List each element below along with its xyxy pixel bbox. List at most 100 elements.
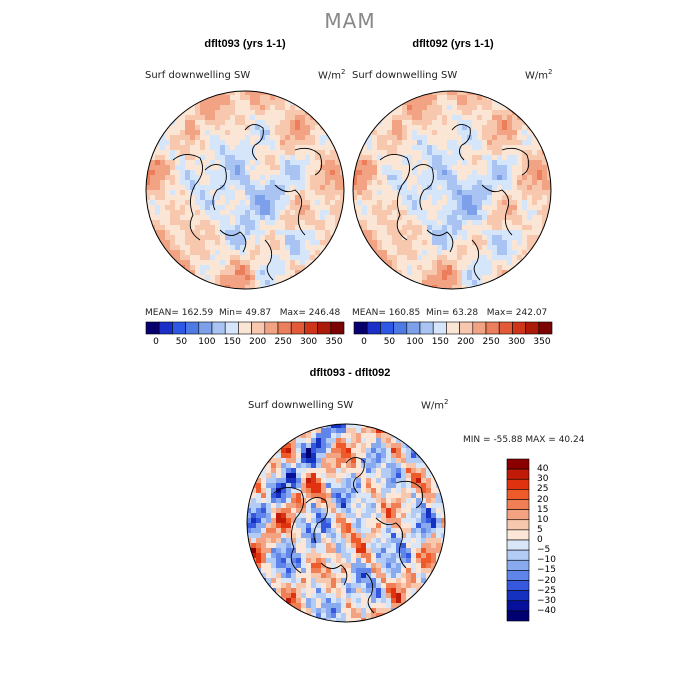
map-cell bbox=[372, 165, 378, 171]
map-cell bbox=[301, 513, 307, 519]
map-cell bbox=[406, 508, 412, 514]
map-cell bbox=[356, 458, 362, 464]
map-cell bbox=[205, 180, 211, 186]
map-cell bbox=[210, 140, 216, 146]
map-cell bbox=[265, 155, 271, 161]
map-cell bbox=[447, 195, 453, 201]
map-cell bbox=[421, 568, 427, 574]
map-cell bbox=[321, 533, 327, 539]
map-cell bbox=[150, 220, 156, 226]
map-cell bbox=[215, 210, 221, 216]
map-cell bbox=[300, 250, 306, 256]
map-cell bbox=[391, 513, 397, 519]
map-cell bbox=[301, 518, 307, 524]
map-cell bbox=[457, 215, 463, 221]
map-cell bbox=[170, 150, 176, 156]
map-cell bbox=[487, 155, 493, 161]
map-cell bbox=[155, 130, 161, 136]
map-cell bbox=[271, 543, 277, 549]
map-cell bbox=[477, 240, 483, 246]
map-cell bbox=[315, 175, 321, 181]
map-cell bbox=[286, 573, 292, 579]
map-cell bbox=[452, 140, 458, 146]
map-cell bbox=[250, 120, 256, 126]
map-cell bbox=[527, 210, 533, 216]
map-cell bbox=[457, 200, 463, 206]
map-cell bbox=[265, 230, 271, 236]
map-cell bbox=[457, 195, 463, 201]
map-cell bbox=[155, 170, 161, 176]
map-cell bbox=[225, 180, 231, 186]
map-cell bbox=[320, 180, 326, 186]
panel-3-max-value: 40.24 bbox=[558, 435, 585, 445]
map-cell bbox=[245, 170, 251, 176]
map-cell bbox=[477, 220, 483, 226]
map-cell bbox=[411, 598, 417, 604]
map-cell bbox=[235, 195, 241, 201]
map-cell bbox=[361, 424, 367, 429]
map-cell bbox=[386, 608, 392, 614]
map-cell bbox=[361, 523, 367, 529]
map-cell bbox=[311, 493, 317, 499]
map-cell bbox=[215, 160, 221, 166]
map-cell bbox=[447, 110, 453, 116]
map-cell bbox=[281, 578, 287, 584]
map-cell bbox=[382, 140, 388, 146]
map-cell bbox=[311, 538, 317, 544]
map-cell bbox=[502, 210, 508, 216]
map-cell bbox=[532, 145, 538, 151]
map-cell bbox=[256, 578, 262, 584]
map-cell bbox=[165, 220, 171, 226]
map-cell bbox=[305, 180, 311, 186]
map-cell bbox=[336, 463, 342, 469]
map-cell bbox=[537, 215, 543, 221]
map-cell bbox=[346, 433, 352, 439]
map-cell bbox=[160, 190, 166, 196]
map-cell bbox=[320, 210, 326, 216]
map-cell bbox=[412, 135, 418, 141]
map-cell bbox=[477, 185, 483, 191]
map-cell bbox=[422, 155, 428, 161]
map-cell bbox=[280, 165, 286, 171]
map-cell bbox=[230, 235, 236, 241]
panel-3-stats: MIN = -55.88 MAX = 40.24 bbox=[463, 435, 584, 445]
map-cell bbox=[336, 488, 342, 494]
map-cell bbox=[346, 553, 352, 559]
map-cell bbox=[432, 140, 438, 146]
map-cell bbox=[330, 230, 336, 236]
map-cell bbox=[426, 533, 432, 539]
map-cell bbox=[225, 130, 231, 136]
map-cell bbox=[290, 145, 296, 151]
map-cell bbox=[376, 443, 382, 449]
map-cell bbox=[185, 110, 191, 116]
map-cell bbox=[407, 250, 413, 256]
map-cell bbox=[427, 185, 433, 191]
map-cell bbox=[316, 523, 322, 529]
map-cell bbox=[175, 265, 181, 271]
map-cell bbox=[310, 235, 316, 241]
map-cell bbox=[266, 553, 272, 559]
map-cell bbox=[467, 160, 473, 166]
map-cell bbox=[467, 250, 473, 256]
map-cell bbox=[316, 493, 322, 499]
map-cell bbox=[432, 210, 438, 216]
map-cell bbox=[326, 433, 332, 439]
map-cell bbox=[487, 110, 493, 116]
map-cell bbox=[492, 155, 498, 161]
map-cell bbox=[497, 265, 503, 271]
map-cell bbox=[507, 125, 513, 131]
map-cell bbox=[205, 175, 211, 181]
map-cell bbox=[372, 130, 378, 136]
map-cell bbox=[230, 115, 236, 121]
map-cell bbox=[320, 215, 326, 221]
map-cell bbox=[240, 245, 246, 251]
map-cell bbox=[330, 195, 336, 201]
map-cell bbox=[406, 568, 412, 574]
map-cell bbox=[487, 180, 493, 186]
map-cell bbox=[335, 220, 341, 226]
map-cell bbox=[160, 225, 166, 231]
map-cell bbox=[346, 503, 352, 509]
map-cell bbox=[285, 170, 291, 176]
map-cell bbox=[432, 165, 438, 171]
map-cell bbox=[507, 140, 513, 146]
